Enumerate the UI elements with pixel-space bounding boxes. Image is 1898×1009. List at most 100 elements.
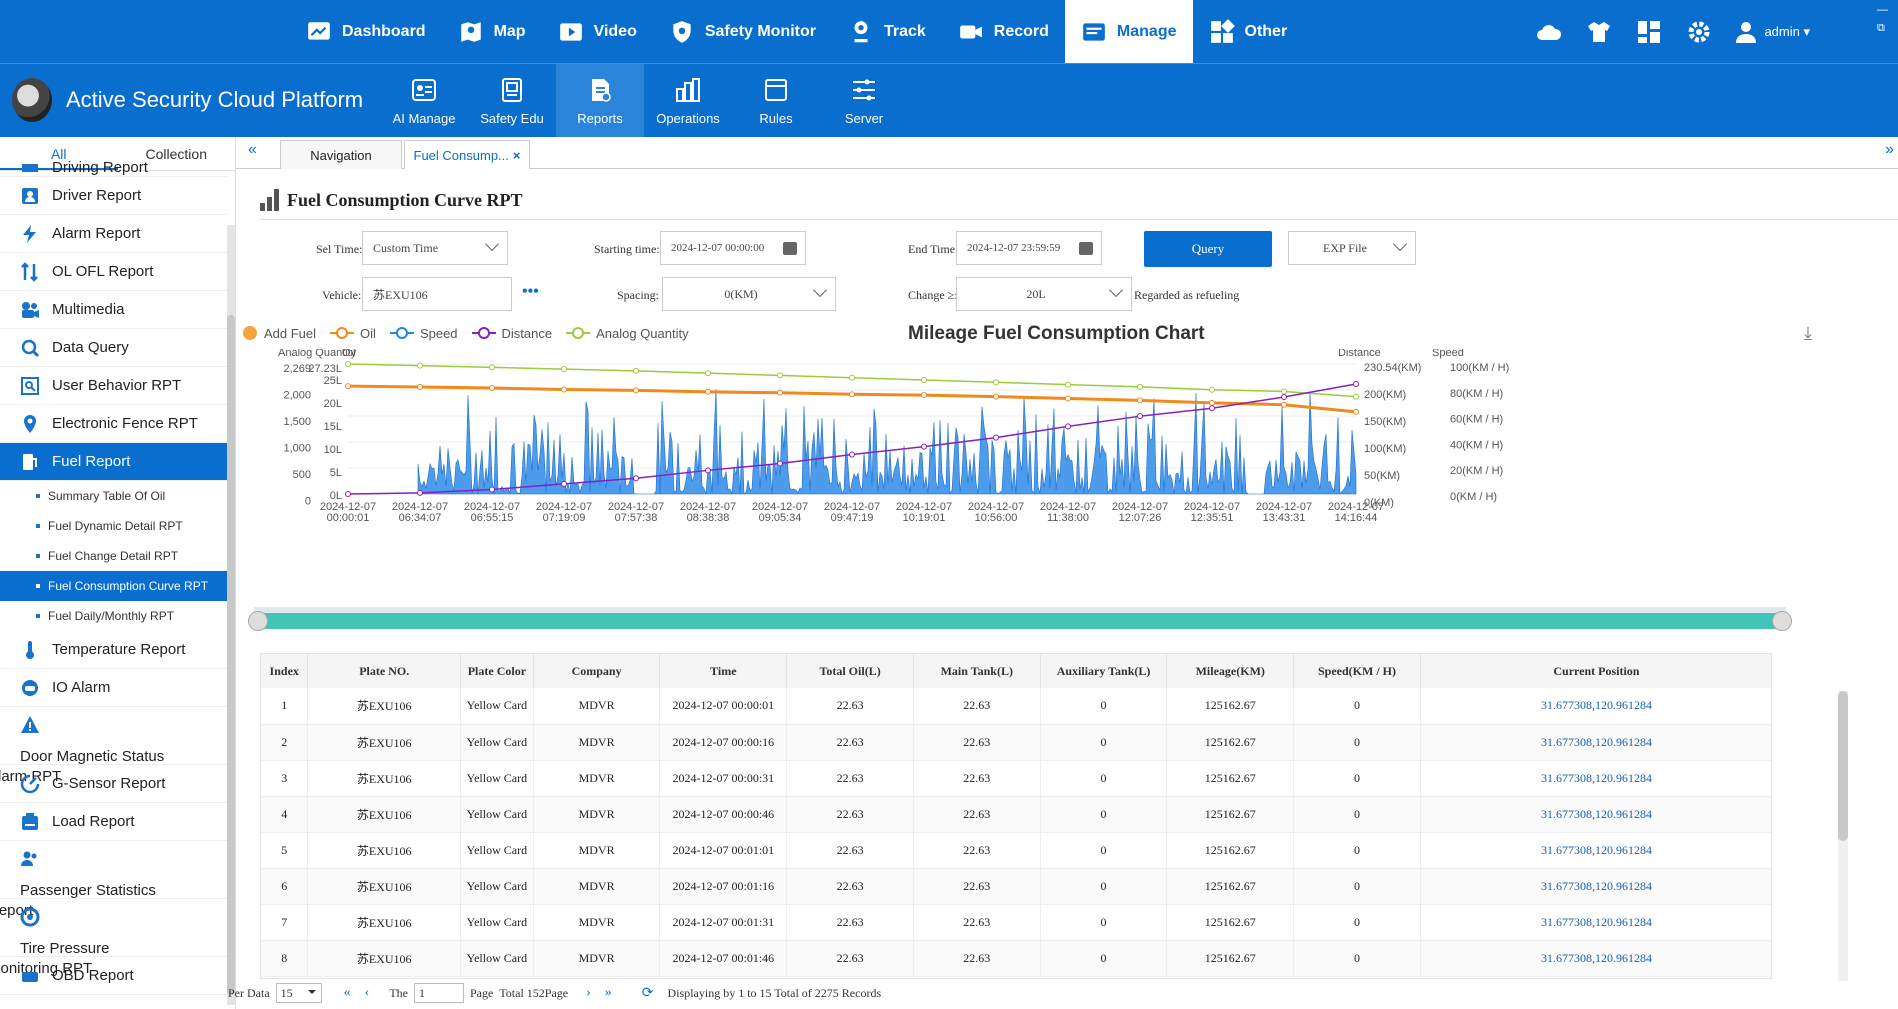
position-link[interactable]: 31.677308,120.961284: [1420, 724, 1771, 761]
table-row[interactable]: 7 苏EXU106 Yellow Card MDVR 2024-12-07 00:01:…: [261, 904, 1771, 941]
tab-navigation[interactable]: Navigation: [280, 140, 402, 169]
subnav-operations[interactable]: Operations: [644, 64, 732, 138]
per-page-select[interactable]: 15: [275, 983, 322, 1003]
sidebar-item-driving-report[interactable]: Driving Report: [0, 151, 228, 177]
sidebar-item-label: Load Report: [52, 813, 135, 830]
sidebar-item-driver-report[interactable]: Driver Report: [0, 177, 228, 215]
page-input[interactable]: 1: [413, 983, 464, 1003]
first-page-icon[interactable]: «: [343, 985, 351, 1000]
sidebar-item-multimedia[interactable]: Multimedia: [0, 291, 228, 329]
nav-map[interactable]: Map: [442, 0, 542, 63]
column-header: Company: [533, 654, 661, 688]
legend-oil[interactable]: Oil: [330, 326, 376, 341]
table-row[interactable]: 3 苏EXU106 Yellow Card MDVR 2024-12-07 00:00:…: [261, 760, 1771, 797]
sidebar-item-door-magnetic[interactable]: Door Magnetic Status Alarm RPT: [0, 707, 228, 785]
nav-manage[interactable]: Manage: [1064, 0, 1193, 63]
nav-dashboard[interactable]: Dashboard: [290, 0, 442, 63]
restore-icon[interactable]: ⧉: [1877, 22, 1885, 34]
subnav-ai-manage[interactable]: AI Manage: [380, 64, 468, 138]
shirt-icon[interactable]: [1586, 19, 1612, 45]
subnav-server[interactable]: Server: [820, 64, 908, 138]
sidebar-item-electronic-fence[interactable]: Electronic Fence RPT: [0, 405, 228, 443]
subnav-reports[interactable]: Reports: [556, 64, 644, 138]
legend-speed[interactable]: Speed: [389, 326, 458, 341]
slider-handle-right[interactable]: [1772, 611, 1792, 631]
sel-time-select[interactable]: Custom Time: [362, 231, 508, 265]
nav-safety-monitor[interactable]: Safety Monitor: [653, 0, 832, 63]
minimize-icon[interactable]: —: [1877, 4, 1888, 16]
table-row[interactable]: 8 苏EXU106 Yellow Card MDVR 2024-12-07 00:01:…: [261, 940, 1771, 977]
close-icon[interactable]: ×: [512, 147, 521, 163]
sidebar-scroll-thumb[interactable]: [227, 315, 235, 995]
last-page-icon[interactable]: »: [604, 985, 612, 1000]
sidebar-item-obd-report[interactable]: OBD Report: [0, 957, 228, 995]
submenu-fuel-change[interactable]: Fuel Change Detail RPT: [0, 541, 228, 571]
zoom-slider[interactable]: [248, 611, 1792, 631]
prev-page-icon[interactable]: ‹: [364, 985, 370, 1000]
collapse-right-icon[interactable]: »: [1885, 141, 1894, 158]
sidebar-item-passenger-stats[interactable]: Passenger Statistics Report: [0, 841, 228, 919]
cloud-icon[interactable]: [1536, 19, 1562, 45]
table-row[interactable]: 1 苏EXU106 Yellow Card MDVR 2024-12-07 00:00:…: [261, 688, 1771, 725]
start-time-input[interactable]: 2024-12-07 00:00:00: [660, 231, 806, 265]
legend-distance[interactable]: Distance: [471, 326, 552, 341]
vehicle-input[interactable]: 苏EXU106: [362, 277, 512, 311]
download-icon[interactable]: ⤓: [1804, 323, 1812, 343]
sidebar-tab-all[interactable]: All: [0, 137, 118, 170]
more-options-button[interactable]: •••: [522, 283, 539, 300]
sidebar-item-temperature[interactable]: Temperature Report: [0, 631, 228, 669]
table-cell: 22.63: [786, 760, 914, 797]
submenu-fuel-dynamic[interactable]: Fuel Dynamic Detail RPT: [0, 511, 228, 541]
submenu-fuel-daily[interactable]: Fuel Daily/Monthly RPT: [0, 601, 228, 631]
sidebar-item-ol-ofl-report[interactable]: OL OFL Report: [0, 253, 228, 291]
layout-icon[interactable]: [1636, 19, 1662, 45]
table-scroll-thumb[interactable]: [1838, 691, 1848, 841]
export-file-select[interactable]: EXP File: [1288, 231, 1416, 265]
sidebar-item-fuel-report[interactable]: Fuel Report: [0, 443, 228, 481]
nav-record[interactable]: Record: [942, 0, 1065, 63]
sidebar-scrollbar[interactable]: [227, 225, 235, 1005]
nav-track[interactable]: Track: [832, 0, 942, 63]
position-link[interactable]: 31.677308,120.961284: [1420, 760, 1771, 797]
table-cell: 2024-12-07 00:01:01: [659, 832, 788, 869]
subnav-rules[interactable]: Rules: [732, 64, 820, 138]
table-scrollbar[interactable]: [1838, 691, 1848, 981]
query-button[interactable]: Query: [1144, 231, 1272, 267]
table-row[interactable]: 4 苏EXU106 Yellow Card MDVR 2024-12-07 00:00:…: [261, 796, 1771, 833]
submenu-summary-oil[interactable]: Summary Table Of Oil: [0, 481, 228, 511]
position-link[interactable]: 31.677308,120.961284: [1420, 688, 1771, 725]
sidebar-item-g-sensor[interactable]: G-Sensor Report: [0, 765, 228, 803]
sidebar-item-load-report[interactable]: Load Report: [0, 803, 228, 841]
sidebar-tab-collection[interactable]: Collection: [145, 146, 207, 162]
subnav-safety-edu[interactable]: Safety Edu: [468, 64, 556, 138]
table-row[interactable]: 5 苏EXU106 Yellow Card MDVR 2024-12-07 00:01:…: [261, 832, 1771, 869]
nav-video[interactable]: Video: [542, 0, 653, 63]
user-menu[interactable]: admin ▾: [1736, 21, 1810, 43]
table-row[interactable]: 2 苏EXU106 Yellow Card MDVR 2024-12-07 00:00:…: [261, 724, 1771, 761]
end-time-input[interactable]: 2024-12-07 23:59:59: [956, 231, 1102, 265]
next-page-icon[interactable]: ›: [586, 985, 591, 1000]
position-link[interactable]: 31.677308,120.961284: [1420, 832, 1771, 869]
sidebar-item-data-query[interactable]: Data Query: [0, 329, 228, 367]
position-link[interactable]: 31.677308,120.961284: [1420, 940, 1771, 977]
collapse-left-icon[interactable]: «: [248, 141, 257, 158]
position-link[interactable]: 31.677308,120.961284: [1420, 796, 1771, 833]
submenu-fuel-curve[interactable]: Fuel Consumption Curve RPT: [0, 571, 228, 601]
x-tick-date: 2024-12-07: [464, 501, 520, 513]
gear-icon[interactable]: [1686, 19, 1712, 45]
legend-analog[interactable]: Analog Quantity: [566, 326, 689, 341]
tab-fuel-consumption[interactable]: Fuel Consump... ×: [404, 140, 530, 169]
refresh-icon[interactable]: ⟳: [641, 985, 654, 1001]
position-link[interactable]: 31.677308,120.961284: [1420, 904, 1771, 941]
position-link[interactable]: 31.677308,120.961284: [1420, 868, 1771, 905]
slider-handle-left[interactable]: [248, 611, 268, 631]
table-row[interactable]: 6 苏EXU106 Yellow Card MDVR 2024-12-07 00:01:…: [261, 868, 1771, 905]
legend-add-fuel[interactable]: Add Fuel: [242, 325, 316, 341]
nav-other[interactable]: Other: [1193, 0, 1304, 63]
change-select[interactable]: 20L: [956, 277, 1132, 311]
column-header: Main Tank(L): [913, 654, 1041, 688]
sidebar-item-io-alarm[interactable]: IO Alarm: [0, 669, 228, 707]
spacing-select[interactable]: 0(KM): [662, 277, 836, 311]
sidebar-item-alarm-report[interactable]: Alarm Report: [0, 215, 228, 253]
sidebar-item-user-behavior[interactable]: User Behavior RPT: [0, 367, 228, 405]
